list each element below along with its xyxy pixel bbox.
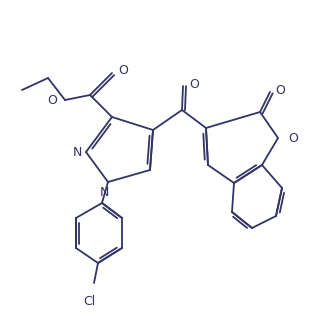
Text: Cl: Cl	[83, 295, 95, 308]
Text: N: N	[72, 146, 82, 159]
Text: O: O	[118, 64, 128, 77]
Text: O: O	[47, 95, 57, 108]
Text: N: N	[99, 186, 109, 199]
Text: O: O	[275, 84, 285, 97]
Text: O: O	[189, 77, 199, 90]
Text: O: O	[288, 132, 298, 145]
